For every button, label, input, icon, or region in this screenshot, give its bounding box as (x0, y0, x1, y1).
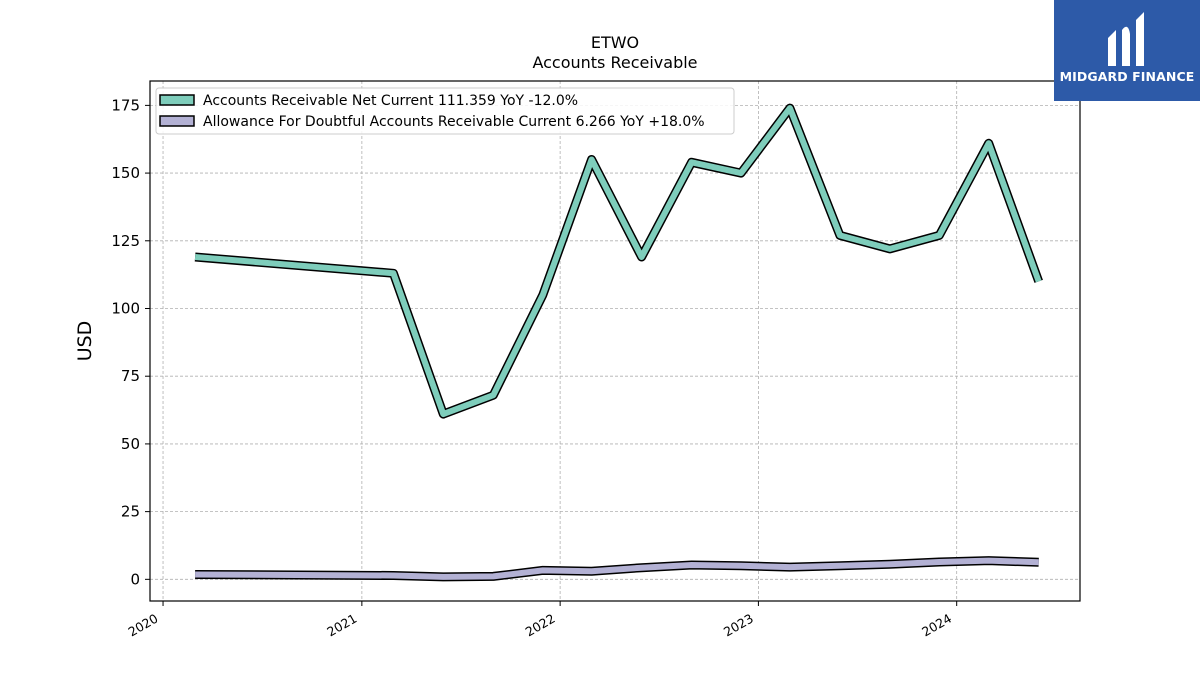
logo-text: MIDGARD FINANCE (1059, 69, 1195, 84)
y-tick-label: 25 (121, 503, 140, 521)
x-tick-label: 2024 (919, 611, 954, 640)
legend-box (155, 87, 735, 135)
series-2-line (195, 557, 1039, 580)
y-tick-label: 75 (121, 367, 140, 385)
legend-swatch (159, 94, 195, 106)
series-lines (194, 103, 1043, 582)
y-tick-label: 150 (111, 164, 140, 182)
x-tick-label: 2021 (324, 611, 359, 640)
plot-area-frame (149, 80, 1081, 602)
legend-entry-label: Allowance For Doubtful Accounts Receivab… (203, 114, 705, 130)
y-tick-label: 175 (111, 96, 140, 114)
y-tick-label: 125 (111, 232, 140, 250)
logo-mark-icon (1108, 12, 1144, 66)
x-tick-label: 2023 (721, 611, 756, 640)
series-1-outline (194, 103, 1043, 419)
series-1-line (194, 105, 1042, 418)
y-tick-label: 0 (130, 570, 140, 588)
y-tick-label: 50 (121, 435, 140, 453)
legend-entry-label: Accounts Receivable Net Current 111.359 … (203, 93, 578, 109)
y-tick-label: 100 (111, 300, 140, 318)
x-tick-label: 2020 (125, 611, 160, 640)
y-axis-label: USD (74, 321, 96, 362)
legend-swatch (159, 115, 195, 127)
chart-subtitle: Accounts Receivable (532, 53, 698, 72)
grid (150, 81, 1080, 601)
midgard-finance-logo: MIDGARD FINANCE (1054, 0, 1200, 101)
x-tick-label: 2022 (523, 611, 558, 640)
chart-title: ETWO (590, 33, 640, 52)
axis-ticks: 0 25 50 75 100 125 150 175 2020 2021 2022 2023 2024 (111, 96, 958, 640)
legend: Accounts Receivable Net Current 111.359 … (155, 87, 735, 135)
